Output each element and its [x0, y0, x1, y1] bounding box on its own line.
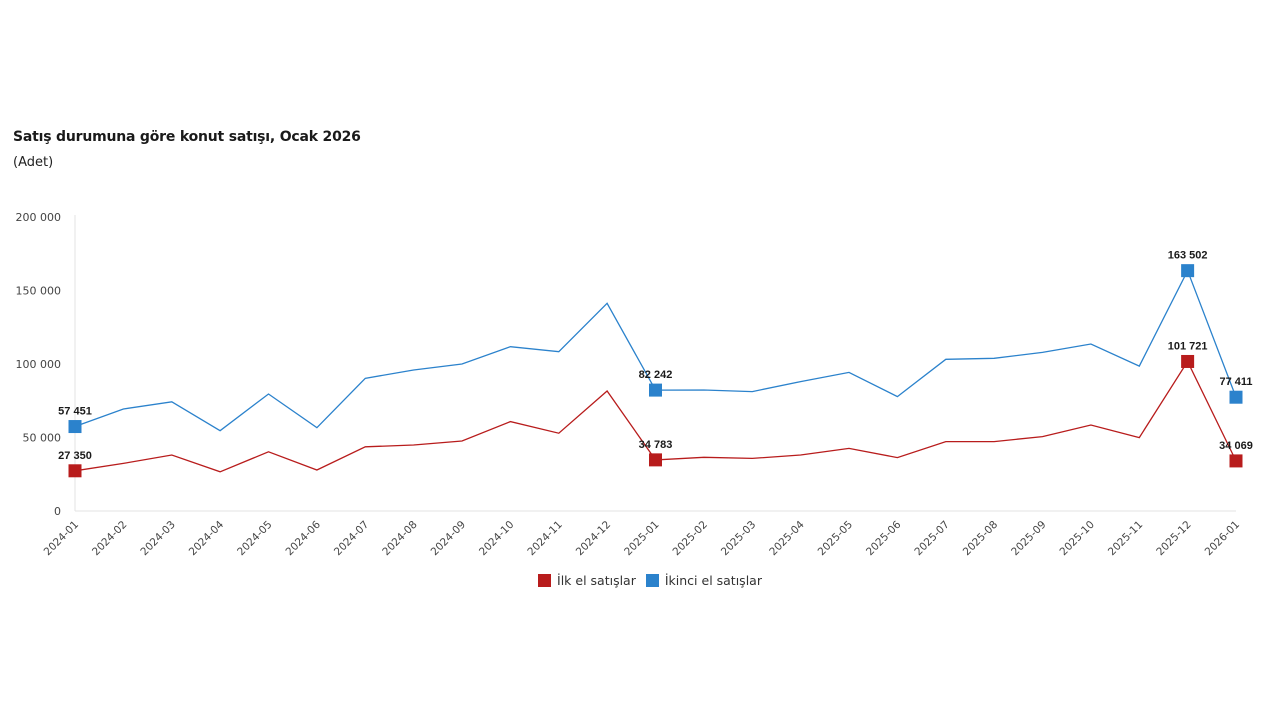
- data-label: 101 721: [1168, 340, 1208, 352]
- legend-label: İlk el satışlar: [557, 573, 636, 588]
- data-label: 82 242: [639, 369, 673, 381]
- x-tick-label: 2025-04: [767, 518, 807, 558]
- axes: [74, 215, 1236, 512]
- x-tick-label: 2026-01: [1203, 519, 1243, 559]
- data-marker: [1229, 390, 1243, 404]
- x-tick-label: 2024-10: [477, 519, 517, 559]
- legend-item-ikinci-el[interactable]: İkinci el satışlar: [645, 573, 762, 588]
- y-tick-label: 0: [54, 505, 61, 518]
- legend-swatch-ilk-el: [538, 574, 552, 587]
- data-label: 163 502: [1168, 250, 1208, 262]
- x-tick-label: 2025-07: [912, 519, 952, 559]
- chart-subtitle: (Adet): [13, 155, 54, 170]
- x-tick-label: 2025-11: [1106, 519, 1146, 559]
- legend-item-ilk-el[interactable]: İlk el satışlar: [538, 573, 636, 588]
- data-label: 34 069: [1219, 440, 1253, 452]
- data-marker: [68, 420, 82, 434]
- x-tick-label: 2025-01: [622, 519, 662, 559]
- x-tick-label: 2024-12: [574, 519, 614, 559]
- data-marker: [1181, 354, 1195, 368]
- data-marker: [1229, 454, 1243, 468]
- x-tick-label: 2025-02: [670, 519, 710, 559]
- series-line-ikinci-el: [74, 269, 1237, 432]
- x-tick-label: 2025-06: [864, 518, 904, 558]
- x-tick-label: 2025-03: [719, 519, 759, 559]
- y-tick-label: 150 000: [16, 285, 62, 298]
- data-label: 57 451: [58, 406, 92, 418]
- data-label: 27 350: [58, 450, 92, 462]
- x-tick-label: 2024-08: [380, 519, 420, 559]
- legend-swatch-ikinci-el: [645, 574, 659, 587]
- data-marker: [1181, 264, 1195, 278]
- x-tick-label: 2024-04: [187, 518, 227, 558]
- x-tick-label: 2024-02: [90, 519, 130, 559]
- data-marker: [649, 383, 662, 397]
- y-tick-label: 50 000: [23, 432, 62, 445]
- x-tick-label: 2025-10: [1057, 519, 1097, 559]
- y-tick-label: 100 000: [16, 358, 62, 371]
- x-tick-label: 2024-09: [429, 519, 469, 559]
- data-labels: 27 350 34 783 101 721 34 069 57 451 82 242 163…: [58, 250, 1253, 462]
- x-tick-label: 2024-05: [235, 519, 275, 559]
- x-tick-label: 2024-07: [332, 519, 372, 559]
- x-tick-label: 2025-05: [816, 519, 856, 559]
- legend: İlk el satışlar İkinci el satışlar: [0, 573, 1280, 588]
- y-tick-label: 200 000: [16, 211, 62, 224]
- series-markers: [68, 264, 1243, 478]
- x-tick-label: 2025-08: [961, 519, 1001, 559]
- x-tick-label: 2024-11: [525, 519, 565, 559]
- chart-title: Satış durumuna göre konut satışı, Ocak 2…: [13, 129, 361, 145]
- data-marker: [68, 464, 82, 478]
- data-marker: [649, 453, 662, 467]
- x-tick-label: 2024-06: [283, 518, 323, 558]
- x-tick-label: 2024-03: [138, 519, 178, 559]
- x-tick-label: 2025-09: [1009, 519, 1049, 559]
- x-tick-label: 2025-12: [1154, 519, 1194, 559]
- data-label: 34 783: [639, 439, 673, 451]
- legend-label: İkinci el satışlar: [664, 573, 762, 588]
- y-axis-ticks: 0 50 000 100 000 150 000 200 000: [16, 211, 62, 518]
- x-axis-ticks: 2024-01 2024-02 2024-03 2024-04 2024-05 2024-…: [42, 518, 1243, 558]
- x-tick-label: 2024-01: [42, 519, 82, 559]
- data-label: 77 411: [1219, 376, 1252, 388]
